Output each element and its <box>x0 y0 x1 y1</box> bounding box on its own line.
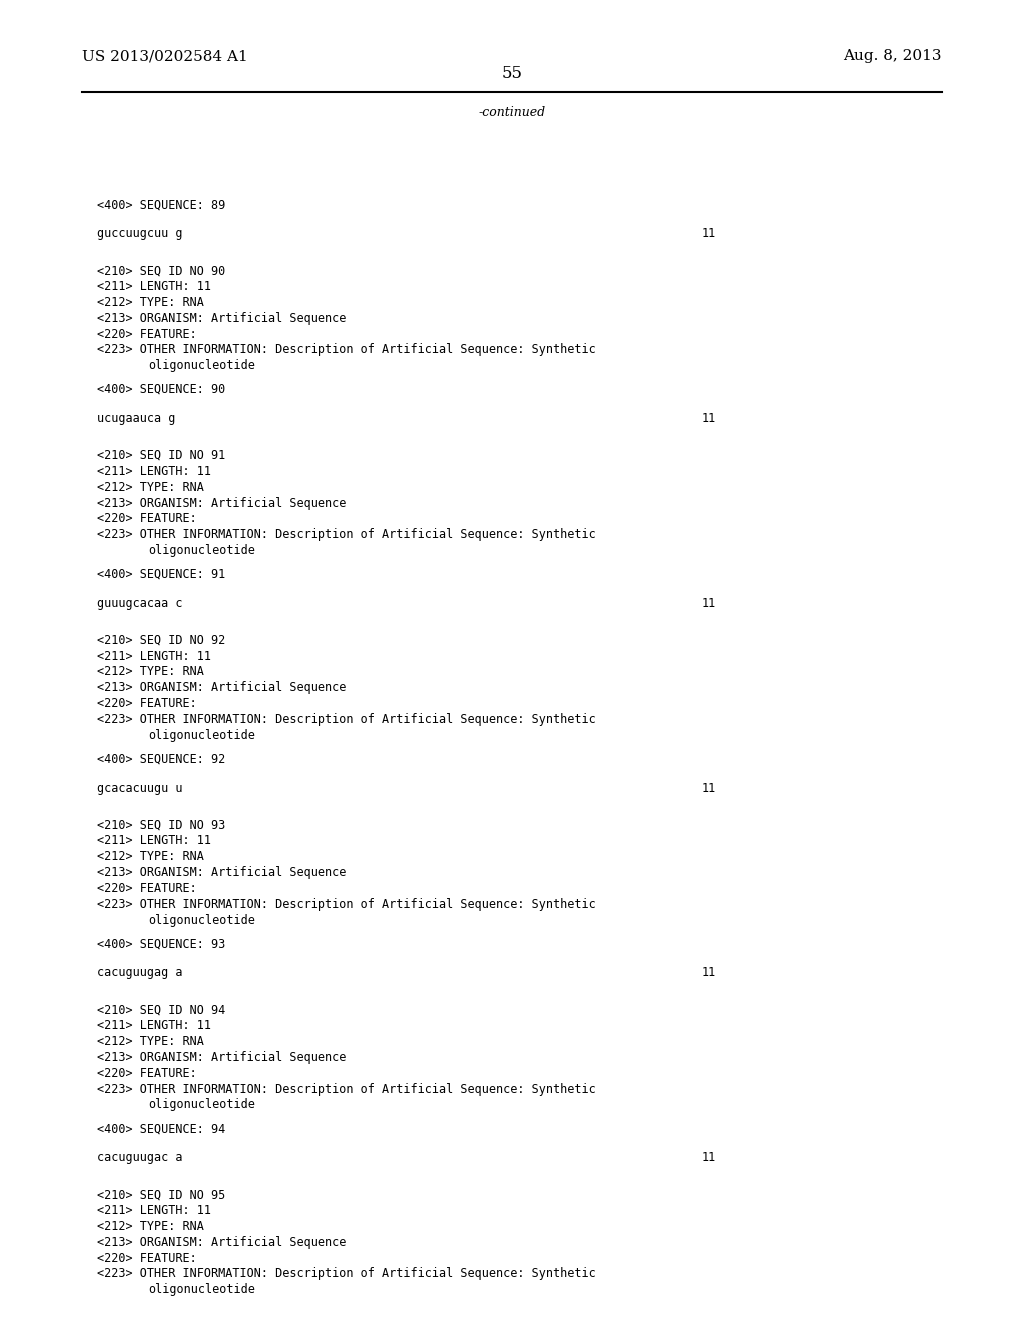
Text: oligonucleotide: oligonucleotide <box>148 1098 255 1111</box>
Text: cacuguugag a: cacuguugag a <box>97 966 182 979</box>
Text: <211> LENGTH: 11: <211> LENGTH: 11 <box>97 649 211 663</box>
Text: <212> TYPE: RNA: <212> TYPE: RNA <box>97 1220 204 1233</box>
Text: US 2013/0202584 A1: US 2013/0202584 A1 <box>82 49 248 63</box>
Text: <212> TYPE: RNA: <212> TYPE: RNA <box>97 665 204 678</box>
Text: oligonucleotide: oligonucleotide <box>148 544 255 557</box>
Text: <220> FEATURE:: <220> FEATURE: <box>97 327 197 341</box>
Text: 11: 11 <box>701 412 716 425</box>
Text: guuugcacaa c: guuugcacaa c <box>97 597 182 610</box>
Text: <400> SEQUENCE: 94: <400> SEQUENCE: 94 <box>97 1122 225 1135</box>
Text: guccuugcuu g: guccuugcuu g <box>97 227 182 240</box>
Text: <213> ORGANISM: Artificial Sequence: <213> ORGANISM: Artificial Sequence <box>97 866 347 879</box>
Text: Aug. 8, 2013: Aug. 8, 2013 <box>844 49 942 63</box>
Text: oligonucleotide: oligonucleotide <box>148 1283 255 1296</box>
Text: <212> TYPE: RNA: <212> TYPE: RNA <box>97 296 204 309</box>
Text: <220> FEATURE:: <220> FEATURE: <box>97 697 197 710</box>
Text: 55: 55 <box>502 65 522 82</box>
Text: <211> LENGTH: 11: <211> LENGTH: 11 <box>97 465 211 478</box>
Text: <213> ORGANISM: Artificial Sequence: <213> ORGANISM: Artificial Sequence <box>97 1236 347 1249</box>
Text: <400> SEQUENCE: 92: <400> SEQUENCE: 92 <box>97 752 225 766</box>
Text: 11: 11 <box>701 227 716 240</box>
Text: 11: 11 <box>701 966 716 979</box>
Text: <220> FEATURE:: <220> FEATURE: <box>97 882 197 895</box>
Text: oligonucleotide: oligonucleotide <box>148 913 255 927</box>
Text: <213> ORGANISM: Artificial Sequence: <213> ORGANISM: Artificial Sequence <box>97 496 347 510</box>
Text: <210> SEQ ID NO 92: <210> SEQ ID NO 92 <box>97 634 225 647</box>
Text: <210> SEQ ID NO 93: <210> SEQ ID NO 93 <box>97 818 225 832</box>
Text: oligonucleotide: oligonucleotide <box>148 359 255 372</box>
Text: <212> TYPE: RNA: <212> TYPE: RNA <box>97 850 204 863</box>
Text: ucugaauca g: ucugaauca g <box>97 412 176 425</box>
Text: <220> FEATURE:: <220> FEATURE: <box>97 512 197 525</box>
Text: <211> LENGTH: 11: <211> LENGTH: 11 <box>97 1019 211 1032</box>
Text: <400> SEQUENCE: 90: <400> SEQUENCE: 90 <box>97 383 225 396</box>
Text: <212> TYPE: RNA: <212> TYPE: RNA <box>97 480 204 494</box>
Text: -continued: -continued <box>478 106 546 119</box>
Text: <223> OTHER INFORMATION: Description of Artificial Sequence: Synthetic: <223> OTHER INFORMATION: Description of … <box>97 343 596 356</box>
Text: <212> TYPE: RNA: <212> TYPE: RNA <box>97 1035 204 1048</box>
Text: 11: 11 <box>701 781 716 795</box>
Text: <210> SEQ ID NO 94: <210> SEQ ID NO 94 <box>97 1003 225 1016</box>
Text: <223> OTHER INFORMATION: Description of Artificial Sequence: Synthetic: <223> OTHER INFORMATION: Description of … <box>97 713 596 726</box>
Text: <211> LENGTH: 11: <211> LENGTH: 11 <box>97 834 211 847</box>
Text: <210> SEQ ID NO 91: <210> SEQ ID NO 91 <box>97 449 225 462</box>
Text: oligonucleotide: oligonucleotide <box>148 729 255 742</box>
Text: <220> FEATURE:: <220> FEATURE: <box>97 1067 197 1080</box>
Text: cacuguugac a: cacuguugac a <box>97 1151 182 1164</box>
Text: <210> SEQ ID NO 95: <210> SEQ ID NO 95 <box>97 1188 225 1201</box>
Text: <223> OTHER INFORMATION: Description of Artificial Sequence: Synthetic: <223> OTHER INFORMATION: Description of … <box>97 898 596 911</box>
Text: <223> OTHER INFORMATION: Description of Artificial Sequence: Synthetic: <223> OTHER INFORMATION: Description of … <box>97 1267 596 1280</box>
Text: <400> SEQUENCE: 91: <400> SEQUENCE: 91 <box>97 568 225 581</box>
Text: <400> SEQUENCE: 93: <400> SEQUENCE: 93 <box>97 937 225 950</box>
Text: <223> OTHER INFORMATION: Description of Artificial Sequence: Synthetic: <223> OTHER INFORMATION: Description of … <box>97 1082 596 1096</box>
Text: <213> ORGANISM: Artificial Sequence: <213> ORGANISM: Artificial Sequence <box>97 312 347 325</box>
Text: <211> LENGTH: 11: <211> LENGTH: 11 <box>97 1204 211 1217</box>
Text: <211> LENGTH: 11: <211> LENGTH: 11 <box>97 280 211 293</box>
Text: <220> FEATURE:: <220> FEATURE: <box>97 1251 197 1265</box>
Text: <223> OTHER INFORMATION: Description of Artificial Sequence: Synthetic: <223> OTHER INFORMATION: Description of … <box>97 528 596 541</box>
Text: <400> SEQUENCE: 89: <400> SEQUENCE: 89 <box>97 198 225 211</box>
Text: 11: 11 <box>701 1151 716 1164</box>
Text: <210> SEQ ID NO 90: <210> SEQ ID NO 90 <box>97 264 225 277</box>
Text: 11: 11 <box>701 597 716 610</box>
Text: <213> ORGANISM: Artificial Sequence: <213> ORGANISM: Artificial Sequence <box>97 1051 347 1064</box>
Text: <213> ORGANISM: Artificial Sequence: <213> ORGANISM: Artificial Sequence <box>97 681 347 694</box>
Text: gcacacuugu u: gcacacuugu u <box>97 781 182 795</box>
